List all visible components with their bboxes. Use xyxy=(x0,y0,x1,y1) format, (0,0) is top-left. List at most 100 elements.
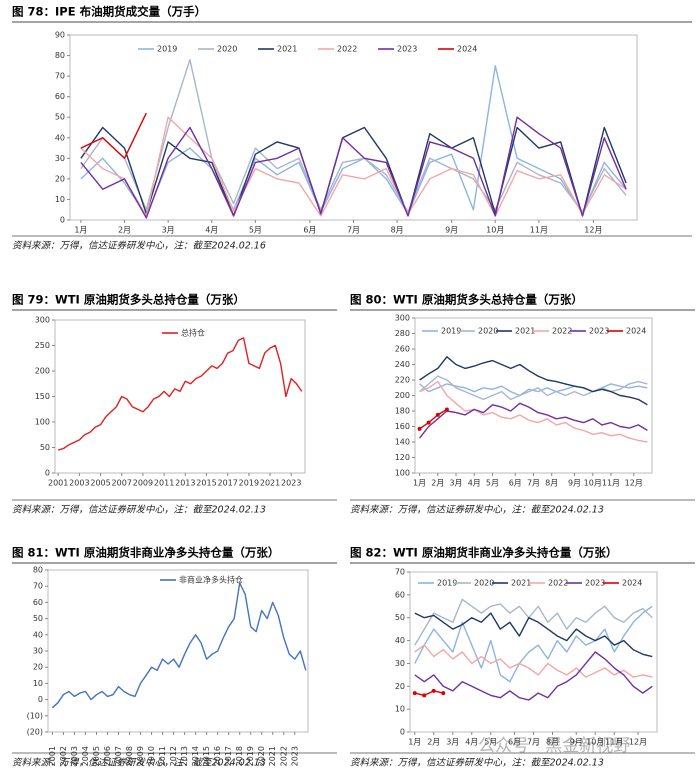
y-tick-label: 20 xyxy=(55,174,65,183)
x-tick-label: 2008 xyxy=(125,746,134,766)
x-tick-label: 2月 xyxy=(427,738,440,747)
x-tick-label: 2015 xyxy=(202,746,211,766)
x-tick-label: 2009 xyxy=(133,479,153,488)
y-tick-label: 0 xyxy=(38,695,43,704)
source-note: 资料来源：万得，信达证券研发中心，注：截至2024.02.13 xyxy=(350,504,604,516)
series-line xyxy=(80,116,627,217)
y-tick-label: 20 xyxy=(395,682,405,691)
legend-label: 2023 xyxy=(589,327,609,336)
y-tick-label: 0 xyxy=(45,469,50,478)
x-tick-label: 5月 xyxy=(249,226,262,235)
legend-label: 总持仓 xyxy=(181,328,205,338)
x-tick-label: 12月 xyxy=(584,226,602,235)
watermark: 公众号 · 黑金新视野 xyxy=(478,736,630,756)
y-tick-label: (20) xyxy=(27,728,43,737)
chart-title: 图 82：WTI 原油期货非商业净多头持仓量（万张） xyxy=(350,546,617,560)
x-tick-label: 6月 xyxy=(509,479,522,488)
series-line xyxy=(419,402,648,439)
series-line xyxy=(51,582,307,709)
x-tick-label: 7月 xyxy=(527,479,540,488)
x-tick-label: 2月 xyxy=(118,226,131,235)
y-tick-label: 10 xyxy=(55,195,65,204)
legend-label: 2023 xyxy=(397,45,417,54)
y-tick-label: 180 xyxy=(395,407,410,416)
y-tick-label: 300 xyxy=(395,314,410,323)
series-line xyxy=(414,651,653,701)
x-tick-label: 2023 xyxy=(281,479,301,488)
series-line xyxy=(80,112,147,159)
x-tick-label: 8月 xyxy=(545,479,558,488)
series-line xyxy=(414,612,653,658)
x-tick-label: 2019 xyxy=(239,479,259,488)
series-point xyxy=(435,412,440,417)
x-tick-label: 2011 xyxy=(154,479,174,488)
series-line xyxy=(419,356,648,406)
x-tick-label: 5月 xyxy=(486,479,499,488)
y-tick-label: 200 xyxy=(395,391,410,400)
series-line xyxy=(414,605,653,683)
x-tick-label: 2007 xyxy=(114,746,123,766)
y-tick-label: 0 xyxy=(400,728,405,737)
x-tick-label: 2002 xyxy=(59,746,68,766)
y-tick-label: 60 xyxy=(55,92,65,101)
series-line xyxy=(414,598,653,646)
y-tick-label: 50 xyxy=(40,443,50,452)
x-tick-label: 11月 xyxy=(530,226,548,235)
y-tick-label: 20 xyxy=(33,663,43,672)
x-tick-label: 2001 xyxy=(48,479,68,488)
x-tick-label: 1月 xyxy=(413,479,426,488)
y-tick-label: 50 xyxy=(395,613,405,622)
x-tick-label: 6月 xyxy=(508,738,521,747)
y-tick-label: 30 xyxy=(55,154,65,163)
y-tick-label: 160 xyxy=(395,422,410,431)
x-tick-label: 2017 xyxy=(217,479,237,488)
series-point xyxy=(444,407,449,412)
legend-label: 2021 xyxy=(515,327,535,336)
y-tick-label: 60 xyxy=(33,598,43,607)
x-tick-label: 2005 xyxy=(92,746,101,766)
legend-label: 2024 xyxy=(626,327,646,336)
x-tick-label: 2020 xyxy=(257,746,266,766)
x-tick-label: 4月 xyxy=(468,479,481,488)
source-note: 资料来源：万得，信达证券研发中心，注：截至2024.02.13 xyxy=(12,757,266,769)
x-tick-label: 6月 xyxy=(303,226,316,235)
x-tick-label: 2017 xyxy=(224,746,233,766)
x-tick-label: 2月 xyxy=(431,479,444,488)
x-tick-label: 2007 xyxy=(112,479,132,488)
x-tick-label: 2015 xyxy=(196,479,216,488)
x-tick-label: 2021 xyxy=(260,479,280,488)
x-tick-label: 5月 xyxy=(484,738,497,747)
y-tick-label: 40 xyxy=(55,133,65,142)
legend-label: 2022 xyxy=(548,579,568,588)
legend-label: 2023 xyxy=(585,579,605,588)
chart-title: 图 80：WTI 原油期货多头总持仓量（万张） xyxy=(350,293,583,307)
legend-label: 2020 xyxy=(217,45,237,54)
y-tick-label: 10 xyxy=(395,705,405,714)
x-tick-label: 7月 xyxy=(527,738,540,747)
legend-label: 2020 xyxy=(474,579,494,588)
series-point xyxy=(422,693,427,698)
x-tick-label: 3月 xyxy=(446,738,459,747)
x-tick-label: 7月 xyxy=(347,226,360,235)
x-tick-label: 2009 xyxy=(136,746,145,766)
x-tick-label: 2003 xyxy=(70,746,79,766)
y-tick-label: 70 xyxy=(395,568,405,577)
x-tick-label: 10月 xyxy=(586,738,604,747)
chart-title: 图 81：WTI 原油期货非商业净多头持仓量（万张） xyxy=(12,546,279,560)
series-line xyxy=(80,59,627,213)
series-point xyxy=(426,420,431,425)
y-tick-label: 0 xyxy=(60,216,65,225)
series-line xyxy=(419,380,648,443)
series-line xyxy=(414,690,444,697)
legend-label: 2019 xyxy=(157,45,177,54)
chart-title: 图 78：IPE 布油期货成交量（万手） xyxy=(12,5,206,19)
y-tick-label: 100 xyxy=(395,469,410,478)
x-tick-label: 2014 xyxy=(191,746,200,766)
legend-label: 2021 xyxy=(511,579,531,588)
x-tick-label: 12月 xyxy=(625,479,643,488)
y-tick-label: 300 xyxy=(35,316,50,325)
y-tick-label: 200 xyxy=(35,367,50,376)
series-point xyxy=(431,688,436,693)
x-tick-label: 2023 xyxy=(290,746,299,766)
